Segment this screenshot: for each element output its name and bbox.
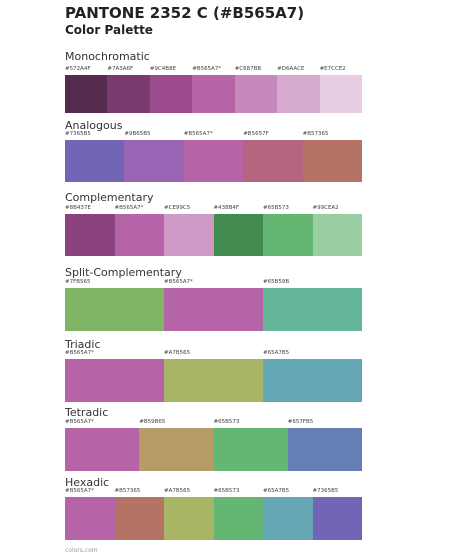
color-swatch xyxy=(139,428,214,471)
color-swatch xyxy=(243,140,303,182)
swatch-label: #65B573 xyxy=(213,488,240,494)
section-heading: Tetradic xyxy=(65,406,109,419)
swatch-label: #65A7B5 xyxy=(263,488,290,494)
swatch-label: #D6AACE xyxy=(277,66,305,72)
color-swatch xyxy=(213,497,263,540)
swatch-label: #65B573 xyxy=(213,419,240,425)
color-swatch xyxy=(213,214,263,256)
swatch-label: #438B4F xyxy=(213,205,240,211)
color-swatch xyxy=(183,140,244,182)
color-swatch xyxy=(312,497,362,540)
section-heading: Hexadic xyxy=(65,476,110,489)
footer: colors.com xyxy=(65,547,98,554)
color-swatch xyxy=(164,288,263,331)
color-swatch xyxy=(124,140,184,182)
swatch-label: #B565A7* xyxy=(114,205,144,211)
section-heading: Analogous xyxy=(65,119,123,132)
color-swatch xyxy=(164,214,214,256)
swatch-label: #B565A7* xyxy=(164,279,193,285)
color-swatch xyxy=(65,140,125,182)
swatch-label: #B565A7* xyxy=(65,419,94,425)
section-heading: Complementary xyxy=(65,191,154,204)
swatch-label: #657FB5 xyxy=(287,419,314,425)
swatch-label: #A7B565 xyxy=(164,350,191,356)
section-heading: Triadic xyxy=(65,338,101,351)
color-swatch xyxy=(213,428,288,471)
section-heading: Monochromatic xyxy=(65,50,150,63)
color-swatch xyxy=(114,497,164,540)
color-swatch xyxy=(319,75,362,113)
color-swatch xyxy=(263,497,313,540)
swatch-label: #65A7B5 xyxy=(263,350,290,356)
color-swatch xyxy=(192,75,235,113)
color-swatch xyxy=(263,288,362,331)
page-title: PANTONE 2352 C (#B565A7) xyxy=(65,4,305,22)
color-swatch xyxy=(149,75,193,113)
color-swatch xyxy=(65,75,108,113)
swatch-label: #8B437E xyxy=(65,205,91,211)
swatch-label: #99CEA2 xyxy=(312,205,339,211)
swatch-label: #65B59B xyxy=(263,279,290,285)
swatch-label: #B57365 xyxy=(114,488,141,494)
swatch-label: #7365B5 xyxy=(312,488,339,494)
color-swatch xyxy=(287,428,362,471)
swatch-label: #9C4B8E xyxy=(149,66,177,72)
color-swatch xyxy=(65,497,115,540)
color-swatch xyxy=(312,214,362,256)
color-swatch xyxy=(65,288,164,331)
swatch-label: #65B573 xyxy=(263,205,289,211)
color-swatch xyxy=(277,75,320,113)
swatch-label: #B565A7* xyxy=(183,131,213,137)
color-swatch xyxy=(65,359,164,402)
swatch-label: #B565A7* xyxy=(65,350,94,356)
swatch-label: #B59B65 xyxy=(139,419,166,425)
swatch-label: #7365B5 xyxy=(65,131,91,137)
page-subtitle: Color Palette xyxy=(65,23,153,37)
swatch-label: #B5657F xyxy=(243,131,269,137)
color-swatch xyxy=(114,214,164,256)
color-swatch xyxy=(65,214,115,256)
color-swatch xyxy=(263,359,362,402)
color-swatch xyxy=(234,75,278,113)
swatch-label: #9B65B5 xyxy=(124,131,151,137)
swatch-label: #B565A7* xyxy=(65,488,94,494)
section-heading: Split-Complementary xyxy=(65,266,182,279)
swatch-label: #7FB565 xyxy=(65,279,91,285)
swatch-label: #E7CCE2 xyxy=(319,66,346,72)
color-swatch xyxy=(65,428,140,471)
swatch-label: #B57365 xyxy=(302,131,329,137)
swatch-label: #572A4F xyxy=(65,66,91,72)
swatch-label: #7A3A6F xyxy=(107,66,134,72)
color-swatch xyxy=(263,214,313,256)
color-swatch xyxy=(164,359,263,402)
color-swatch xyxy=(164,497,214,540)
swatch-label: #B565A7* xyxy=(192,66,222,72)
swatch-label: #CE99C5 xyxy=(164,205,191,211)
swatch-label: #A7B565 xyxy=(164,488,191,494)
swatch-label: #C687BB xyxy=(234,66,262,72)
color-swatch xyxy=(302,140,362,182)
color-swatch xyxy=(107,75,150,113)
